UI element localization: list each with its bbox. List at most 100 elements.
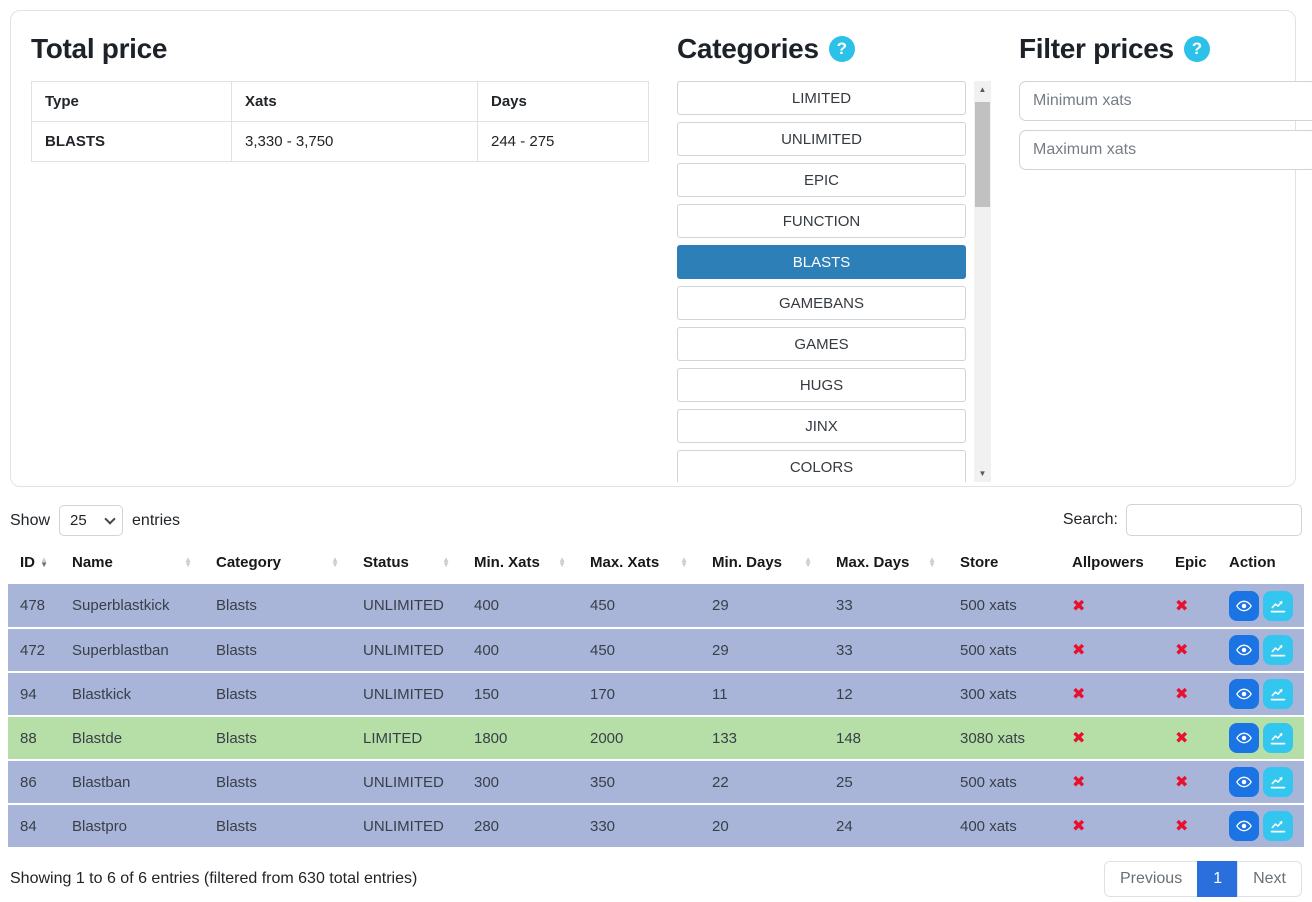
pagination: Previous 1 Next [1103,861,1302,897]
chart-icon [1270,689,1286,701]
chart-icon [1270,600,1286,613]
search-control: Search: [1063,504,1302,536]
top-panel: Total price Type Xats Days BLASTS 3,330 - 3… [10,10,1312,487]
price-cell-xats: 3,330 - 3,750 [231,121,478,162]
column-header-min-days[interactable]: Min. Days [700,546,824,584]
cell-id: 472 [8,628,60,673]
cell-id: 84 [8,804,60,849]
cell-max_xats: 450 [578,628,700,673]
price-history-button[interactable] [1263,767,1293,797]
cell-store: 3080 xats [948,716,1060,761]
price-history-button[interactable] [1263,811,1293,841]
cell-action [1217,716,1304,761]
cell-status: UNLIMITED [351,672,462,717]
cell-min_xats: 150 [462,672,578,717]
minimum-xats-input[interactable] [1019,81,1312,121]
cell-action [1217,628,1304,673]
total-price-section: Total price Type Xats Days BLASTS 3,330 - 3… [31,31,649,478]
cell-min_xats: 400 [462,628,578,673]
eye-icon [1236,600,1252,611]
view-button[interactable] [1229,811,1259,841]
table-row: 478 Superblastkick Blasts UNLIMITED 400 450 29… [8,584,1304,629]
column-header-allpowers: Allpowers [1060,546,1163,584]
price-history-button[interactable] [1263,679,1293,709]
chart-icon [1270,821,1286,833]
cell-allpowers: ✖ [1060,628,1163,673]
category-button-limited[interactable]: LIMITED [677,81,966,115]
column-label: Action [1229,554,1276,571]
cell-action [1217,760,1304,805]
cell-id: 478 [8,584,60,629]
column-label: Min. Xats [474,554,540,571]
x-icon: ✖ [1072,730,1086,747]
cell-min_xats: 400 [462,584,578,629]
category-button-function[interactable]: FUNCTION [677,204,966,238]
cell-min_days: 29 [700,628,824,673]
scroll-down-icon[interactable]: ▼ [978,469,987,478]
column-header-category[interactable]: Category [204,546,351,584]
show-label: Show [10,511,51,529]
categories-section: Categories ? LIMITED UNLIMITED EPIC FUNCTIO… [677,31,991,482]
column-header-max-xats[interactable]: Max. Xats [578,546,700,584]
category-button-colors[interactable]: COLORS [677,450,966,482]
cell-category: Blasts [204,628,351,673]
search-label: Search: [1062,511,1118,528]
scrollbar-thumb[interactable] [975,102,990,207]
table-footer: Showing 1 to 6 of 6 entries (filtered fr… [10,861,1302,897]
cell-epic: ✖ [1163,804,1217,849]
help-icon[interactable]: ? [1183,36,1210,62]
category-button-games[interactable]: GAMES [677,327,966,361]
cell-store: 300 xats [948,672,1060,717]
table-row: 472 Superblastban Blasts UNLIMITED 400 450 29 3… [8,628,1304,673]
scrollbar[interactable]: ▲ ▼ [974,81,991,482]
category-button-blasts[interactable]: BLASTS [677,245,966,279]
price-history-button[interactable] [1263,590,1293,621]
chart-icon [1270,733,1286,745]
price-history-button[interactable] [1263,635,1293,665]
price-history-button[interactable] [1263,723,1293,753]
view-button[interactable] [1229,723,1259,753]
column-header-status[interactable]: Status [351,546,462,584]
category-button-gamebans[interactable]: GAMEBANS [677,286,966,320]
cell-min_days: 22 [700,760,824,805]
category-button-hugs[interactable]: HUGS [677,368,966,402]
view-button[interactable] [1229,635,1259,665]
sort-icon [40,558,48,568]
view-button[interactable] [1229,590,1259,621]
column-header-max-days[interactable]: Max. Days [824,546,948,584]
table-header-row: ID Name Category Status Min. Xats Max. Xats Mi… [8,546,1304,584]
category-button-epic[interactable]: EPIC [677,163,966,197]
entries-label: entries [132,511,181,529]
price-col-header: Days [477,81,649,122]
column-header-min-xats[interactable]: Min. Xats [462,546,578,584]
categories-title-text: Categories [677,33,819,64]
eye-icon [1236,688,1252,700]
help-icon[interactable]: ? [828,36,855,62]
eye-icon [1236,732,1252,744]
view-button[interactable] [1229,679,1259,709]
cell-max_xats: 2000 [578,716,700,761]
previous-page-button[interactable]: Previous [1103,861,1199,897]
cell-epic: ✖ [1163,672,1217,717]
cell-status: UNLIMITED [351,584,462,629]
price-col-header: Type [31,81,232,122]
x-icon: ✖ [1175,774,1189,791]
scroll-up-icon[interactable]: ▲ [978,85,987,94]
page-1-button[interactable]: 1 [1197,861,1239,897]
x-icon: ✖ [1072,774,1086,791]
category-button-unlimited[interactable]: UNLIMITED [677,122,966,156]
column-header-name[interactable]: Name [60,546,204,584]
category-button-jinx[interactable]: JINX [677,409,966,443]
column-header-id[interactable]: ID [8,546,60,584]
maximum-xats-input[interactable] [1019,130,1312,170]
next-page-button[interactable]: Next [1237,861,1302,897]
table-controls: Show 25 entries Search: [10,504,1302,536]
price-row: BLASTS 3,330 - 3,750 244 - 275 [31,121,649,162]
view-button[interactable] [1229,767,1259,797]
search-input[interactable] [1126,504,1302,536]
entries-select[interactable]: 25 [59,504,124,536]
column-label: Status [363,554,409,571]
cell-allpowers: ✖ [1060,584,1163,629]
column-label: ID [20,554,35,571]
eye-icon [1236,644,1252,656]
